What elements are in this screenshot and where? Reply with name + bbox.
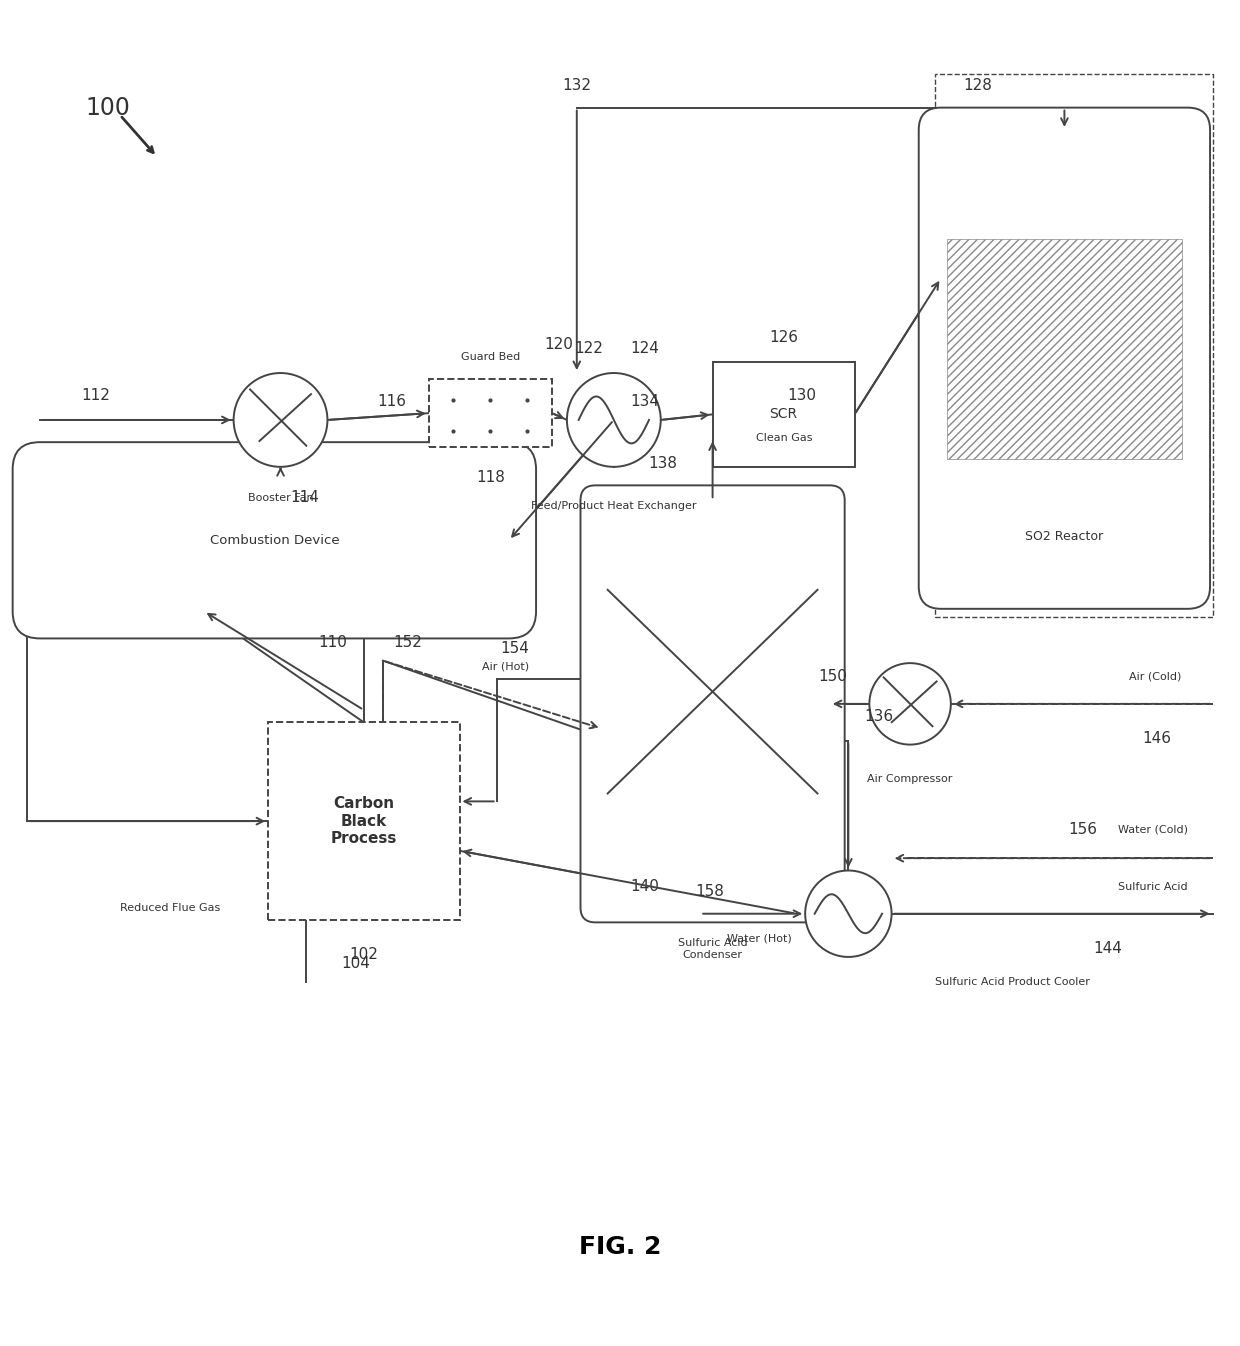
Text: 112: 112 [81,388,110,402]
Bar [713,362,854,467]
Text: Sulfuric Acid
Condenser: Sulfuric Acid Condenser [678,938,748,960]
Text: 144: 144 [1094,941,1122,956]
Circle shape [869,664,951,744]
Text: Air (Hot): Air (Hot) [482,662,529,672]
Text: 146: 146 [1142,731,1172,746]
Text: 140: 140 [630,879,660,894]
Text: 104: 104 [341,956,371,970]
Bar [268,723,460,919]
Text: 150: 150 [818,669,847,684]
Text: Clean Gas: Clean Gas [756,433,812,443]
Text: 138: 138 [649,456,678,471]
Text: Sulfuric Acid Product Cooler: Sulfuric Acid Product Cooler [935,977,1090,987]
Text: 136: 136 [864,709,894,724]
Text: Combustion Device: Combustion Device [210,534,340,546]
Text: 120: 120 [544,336,573,353]
Text: 128: 128 [963,78,992,93]
Text: Sulfuric Acid: Sulfuric Acid [1118,882,1188,891]
Text: 154: 154 [501,641,529,656]
Text: Feed/Product Heat Exchanger: Feed/Product Heat Exchanger [531,501,697,511]
Circle shape [567,373,661,467]
Text: Water (Cold): Water (Cold) [1117,825,1188,835]
FancyBboxPatch shape [580,486,844,922]
FancyBboxPatch shape [919,108,1210,608]
Bar [935,74,1213,618]
Bar [429,380,552,447]
FancyBboxPatch shape [12,441,536,638]
Text: 126: 126 [769,330,799,345]
Text: Air Compressor: Air Compressor [868,774,952,785]
Text: 116: 116 [377,394,407,409]
Text: 118: 118 [476,471,505,486]
Text: Water (Hot): Water (Hot) [727,933,792,944]
Text: Guard Bed: Guard Bed [461,353,520,362]
Text: Reduced Flue Gas: Reduced Flue Gas [120,903,221,913]
Text: Air (Cold): Air (Cold) [1130,672,1182,681]
Text: 152: 152 [393,634,422,650]
Text: 100: 100 [86,96,130,120]
Text: 102: 102 [350,948,378,962]
Text: FIG. 2: FIG. 2 [579,1236,661,1259]
Text: 132: 132 [562,78,591,93]
Text: 110: 110 [319,634,347,650]
Text: 134: 134 [630,394,660,409]
Text: Booster Fan: Booster Fan [248,493,314,502]
Text: 124: 124 [630,341,660,355]
Text: 130: 130 [787,389,816,404]
Circle shape [805,871,892,957]
Text: 122: 122 [574,341,604,355]
Text: 158: 158 [696,884,724,899]
Text: SCR: SCR [770,408,797,421]
Text: SO2 Reactor: SO2 Reactor [1025,530,1104,542]
Bar [947,240,1182,459]
Text: 156: 156 [1069,822,1097,837]
Circle shape [233,373,327,467]
Text: 114: 114 [290,490,320,505]
Text: Carbon
Black
Process: Carbon Black Process [331,797,397,847]
